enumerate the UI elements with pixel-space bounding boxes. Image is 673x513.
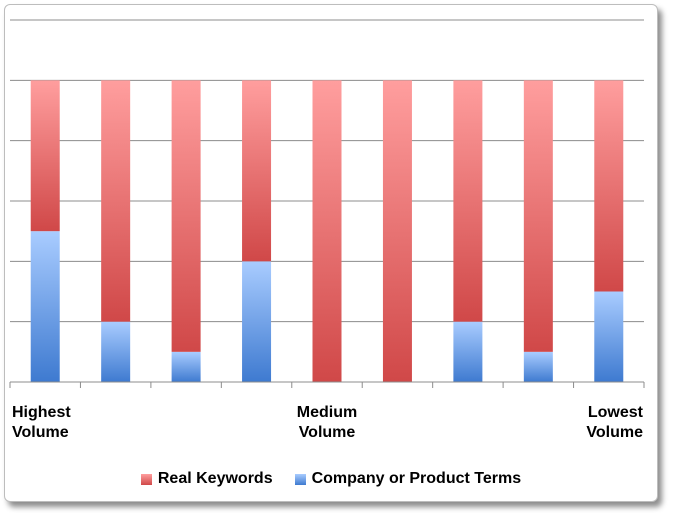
legend-label-company-terms: Company or Product Terms (311, 470, 522, 487)
bar-real-keywords-8 (594, 80, 624, 292)
bar-company-terms-0 (30, 231, 60, 382)
legend-swatch-real-keywords (140, 473, 152, 485)
bar-company-terms-8 (594, 291, 624, 382)
bar-real-keywords-2 (171, 80, 201, 352)
bar-company-terms-6 (453, 321, 483, 382)
stacked-bar-chart (9, 19, 645, 388)
x-tick-label-0: Highest Volume (12, 404, 71, 441)
bar-real-keywords-1 (101, 80, 131, 322)
bar-real-keywords-7 (523, 80, 553, 352)
legend: Real Keywords Company or Product Terms (5, 470, 657, 488)
bar-real-keywords-6 (453, 80, 483, 322)
legend-swatch-company-terms (294, 473, 306, 485)
legend-item-company-terms: Company or Product Terms (294, 470, 522, 488)
legend-label-real-keywords: Real Keywords (157, 470, 273, 487)
bar-real-keywords-3 (242, 80, 272, 262)
bar-real-keywords-5 (382, 80, 412, 382)
bar-company-terms-7 (523, 351, 553, 382)
bar-real-keywords-0 (30, 80, 60, 232)
chart-frame: Highest Volume Medium Volume Lowest Volume… (4, 4, 658, 502)
legend-item-real-keywords: Real Keywords (140, 470, 273, 488)
bar-company-terms-1 (101, 321, 131, 382)
bar-real-keywords-4 (312, 80, 342, 382)
x-tick-label-4: Medium Volume (296, 404, 358, 441)
bar-company-terms-3 (242, 261, 272, 382)
x-tick-label-8: Lowest Volume (586, 404, 643, 441)
bar-company-terms-2 (171, 351, 201, 382)
